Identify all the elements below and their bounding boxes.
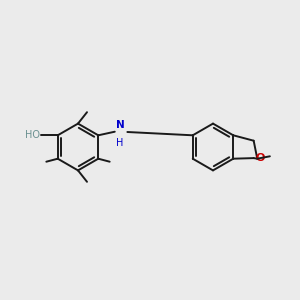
Text: N: N bbox=[116, 120, 125, 130]
Text: O: O bbox=[256, 153, 265, 163]
Text: HO: HO bbox=[25, 130, 40, 140]
Text: H: H bbox=[116, 138, 124, 148]
